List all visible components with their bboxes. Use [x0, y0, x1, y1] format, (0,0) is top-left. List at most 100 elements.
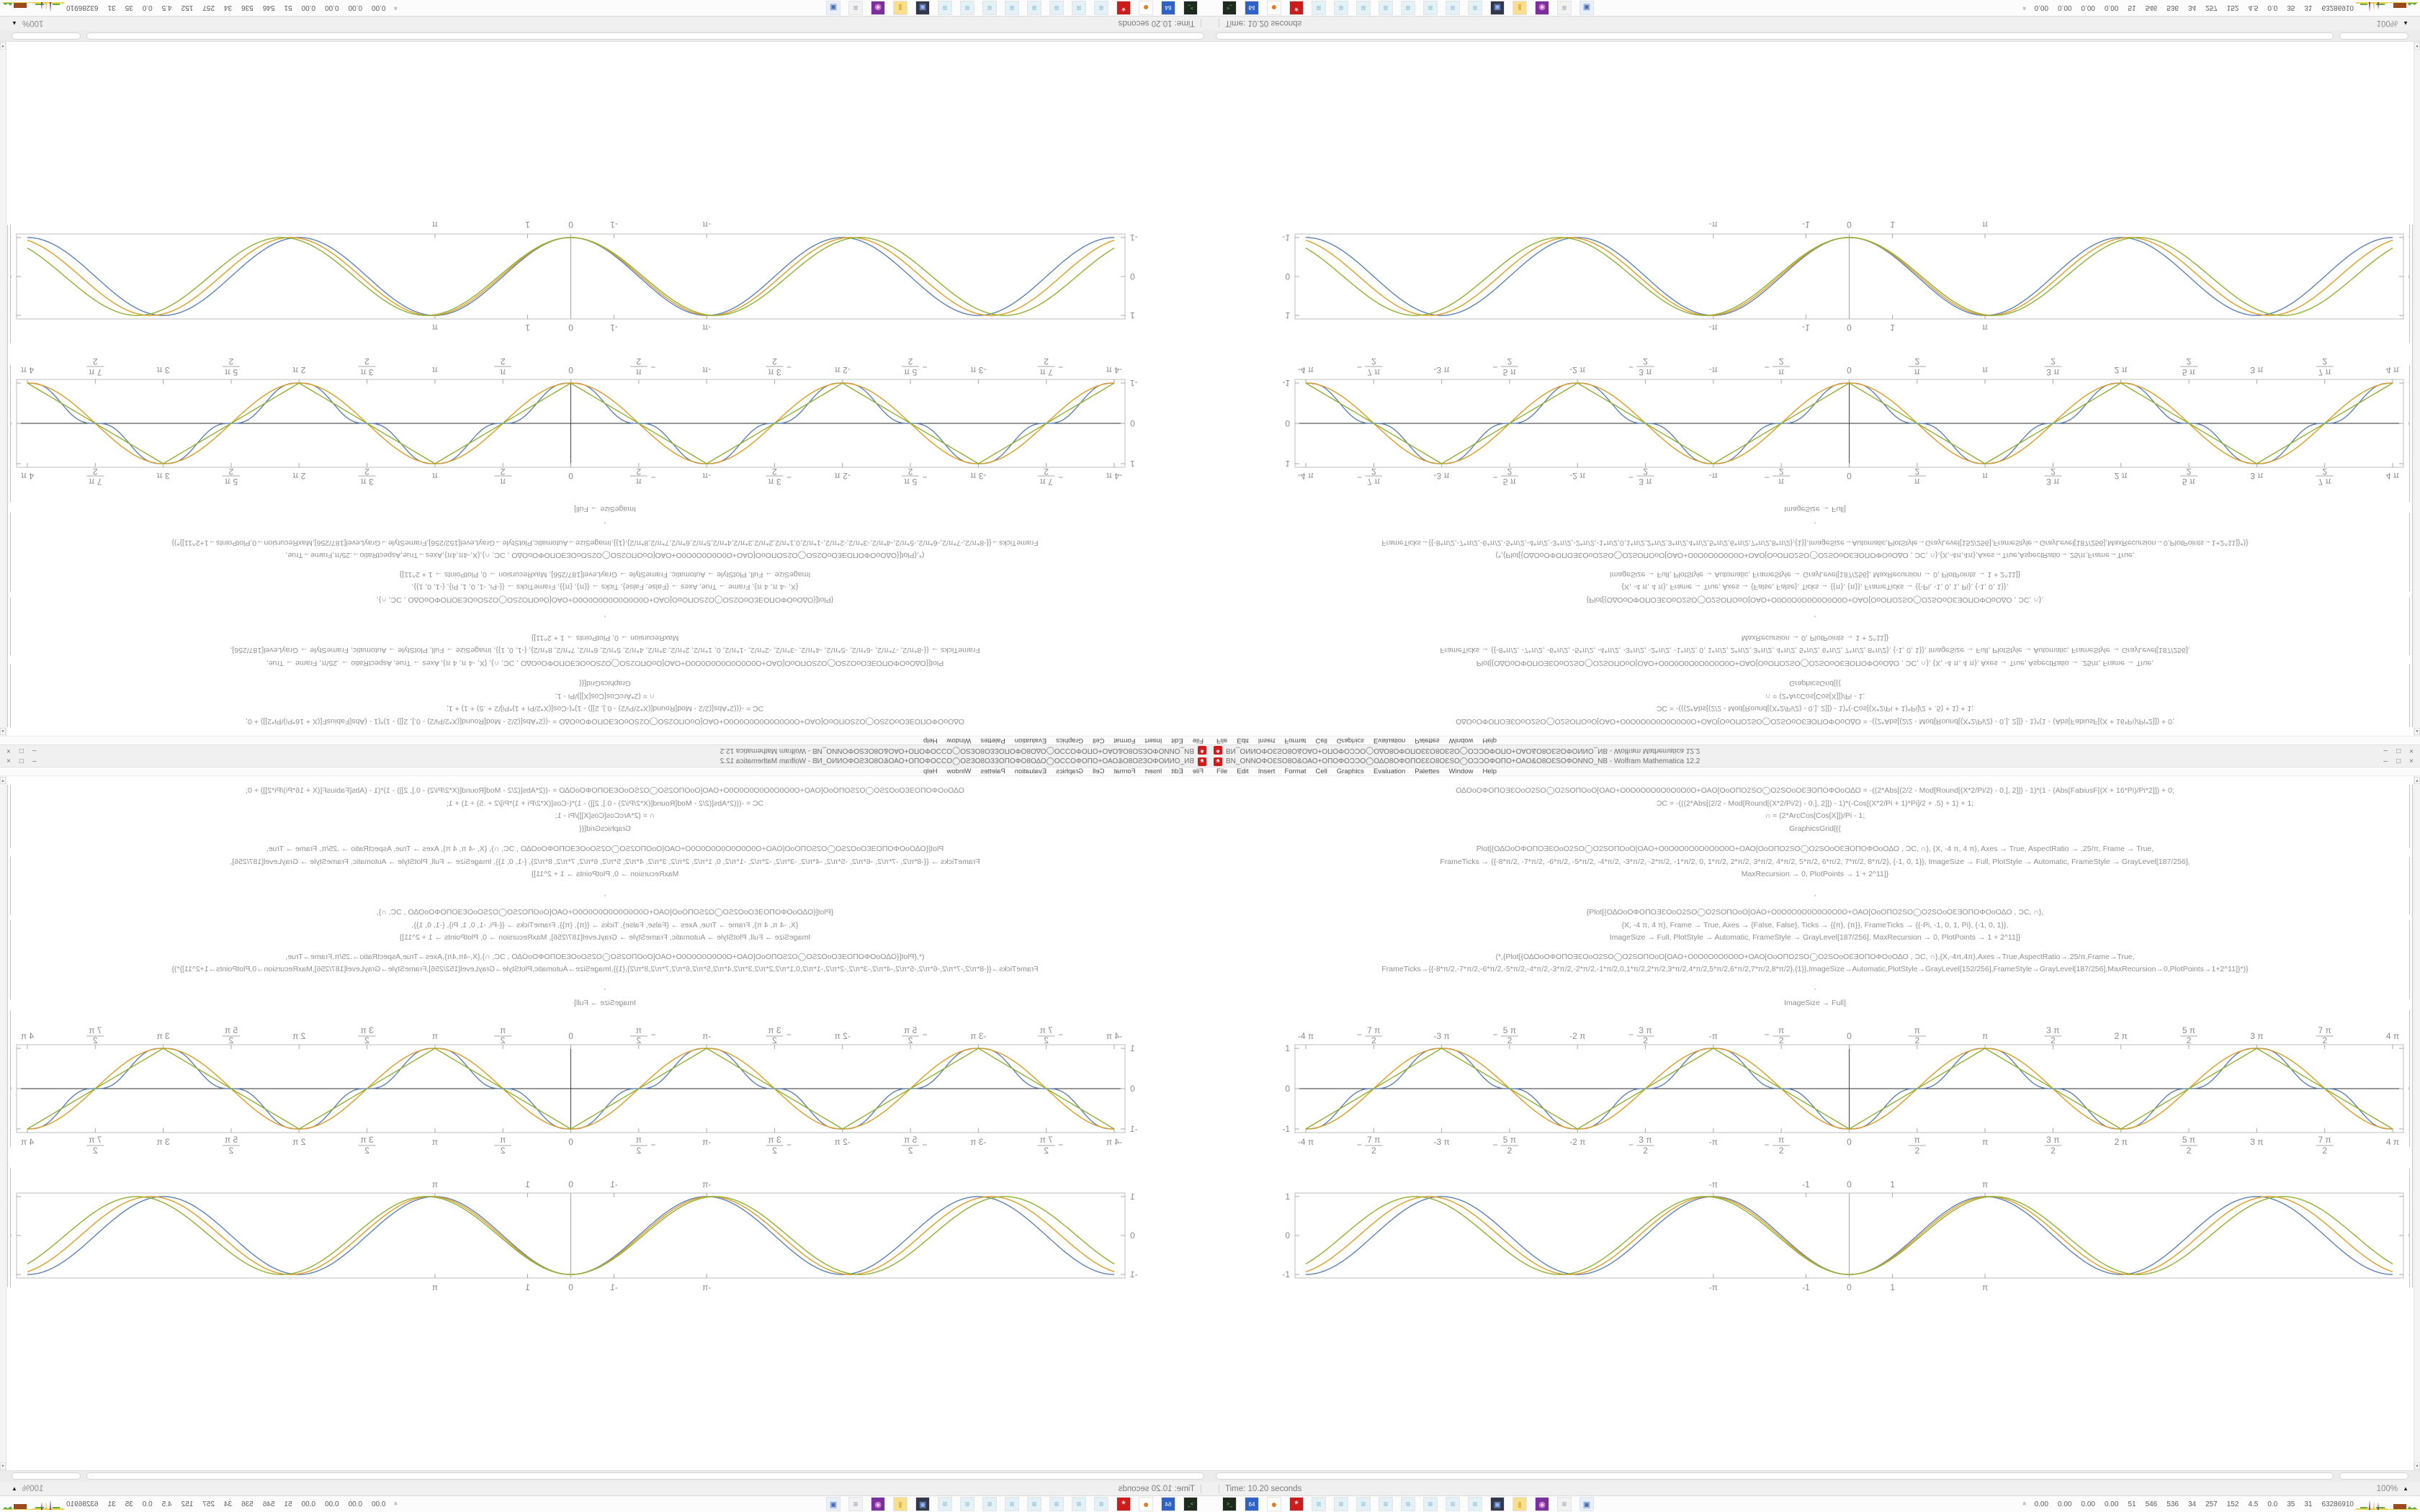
menu-item[interactable]: Format [1113, 768, 1136, 775]
notepad-icon[interactable]: ≡ [1334, 1, 1348, 15]
vertical-scrollbar[interactable]: ▲ ▼ [2414, 42, 2420, 736]
horizontal-scroll-thumb[interactable] [1216, 32, 2334, 40]
cell-bracket[interactable] [10, 365, 11, 502]
horizontal-scrollbar[interactable] [1210, 1470, 2420, 1482]
notepad-icon[interactable]: ≡ [1312, 1, 1326, 15]
backup-64-icon[interactable]: 64 [1245, 1, 1259, 15]
cell-bracket[interactable] [10, 920, 11, 999]
notepad-icon[interactable]: ≡ [1027, 1, 1041, 15]
notepad-icon[interactable]: ≡ [1027, 1497, 1041, 1511]
menu-item[interactable]: File [1192, 768, 1204, 775]
notepad-icon[interactable]: ≡ [1401, 1497, 1415, 1511]
backup-64-icon[interactable]: 64 [1161, 1497, 1175, 1511]
terminal-icon[interactable]: >_ [1222, 1, 1237, 15]
zoom-dropdown-icon[interactable]: ▲ [2403, 20, 2408, 27]
close-button[interactable]: × [2409, 747, 2414, 755]
system-monitor-icon[interactable]: ▣ [915, 1, 930, 15]
cell-bracket[interactable] [10, 857, 11, 914]
cell-bracket[interactable] [10, 664, 11, 727]
firefox-icon[interactable]: ● [1267, 1, 1281, 15]
notepad-icon[interactable]: ≡ [1094, 1, 1108, 15]
mathematica-icon[interactable]: * [1289, 1497, 1304, 1511]
menu-item[interactable]: Evaluation [1373, 737, 1406, 744]
cell-bracket[interactable] [10, 1010, 11, 1147]
notepad-icon[interactable]: ≡ [982, 1497, 997, 1511]
menu-item[interactable]: Help [1482, 768, 1497, 775]
cell-bracket[interactable] [10, 785, 11, 848]
notepad-icon[interactable]: ≡ [1446, 1497, 1460, 1511]
folder-icon[interactable]: ▮ [1512, 1, 1527, 15]
scroll-up-icon[interactable]: ▲ [0, 777, 6, 784]
notepad-icon[interactable]: ≡ [1468, 1, 1482, 15]
notepad-icon[interactable]: ≡ [1049, 1, 1064, 15]
vertical-scrollbar[interactable]: ▲ ▼ [0, 42, 6, 736]
notepad-icon[interactable]: ≡ [1334, 1497, 1348, 1511]
script-icon[interactable]: ≡ [1557, 1497, 1572, 1511]
scroll-down-icon[interactable]: ▼ [2414, 1462, 2420, 1470]
menu-item[interactable]: Window [946, 737, 972, 744]
tray-expand-icon[interactable]: » [393, 6, 400, 10]
horizontal-scroll-segment[interactable] [12, 32, 81, 40]
horizontal-scrollbar[interactable] [1210, 30, 2420, 42]
notepad-icon[interactable]: ≡ [982, 1, 997, 15]
cell-bracket[interactable] [2409, 785, 2410, 848]
zoom-dropdown-icon[interactable]: ▲ [12, 20, 17, 27]
tray-expand-icon[interactable]: » [2020, 1502, 2027, 1506]
notepad-icon[interactable]: ≡ [1312, 1497, 1326, 1511]
cell-group-bracket[interactable] [2412, 785, 2413, 1287]
cell-bracket[interactable] [2409, 920, 2410, 999]
close-button[interactable]: × [6, 747, 11, 755]
cell-group-bracket[interactable] [7, 785, 8, 1287]
zoom-level-label[interactable]: 100% [22, 1484, 44, 1493]
folder-icon[interactable]: ▮ [893, 1, 908, 15]
mathematica-icon[interactable]: * [1289, 1, 1304, 15]
terminal-icon[interactable]: >_ [1183, 1497, 1198, 1511]
menu-item[interactable]: Format [1113, 737, 1136, 744]
horizontal-scroll-thumb[interactable] [1216, 1472, 2334, 1480]
notepad-icon[interactable]: ≡ [1446, 1, 1460, 15]
menu-item[interactable]: Cell [1315, 768, 1327, 775]
mathematica-icon[interactable]: * [1116, 1497, 1131, 1511]
scroll-down-icon[interactable]: ▼ [0, 42, 6, 50]
cell-bracket[interactable] [10, 225, 11, 343]
system-monitor-icon[interactable]: ▣ [1490, 1, 1505, 15]
menu-item[interactable]: File [1216, 768, 1228, 775]
zoom-dropdown-icon[interactable]: ▲ [2403, 1485, 2408, 1492]
terminal-icon[interactable]: >_ [1183, 1, 1198, 15]
cell-bracket[interactable] [2409, 1010, 2410, 1147]
script-icon[interactable]: ≡ [848, 1497, 863, 1511]
restore-button[interactable]: □ [2396, 757, 2401, 765]
cell-group-bracket[interactable] [7, 225, 8, 727]
menu-item[interactable]: Help [923, 768, 938, 775]
menu-item[interactable]: Insert [1258, 737, 1276, 744]
minimize-button[interactable]: – [2383, 757, 2388, 765]
notepad-icon[interactable]: ≡ [1072, 1, 1086, 15]
notepad-icon[interactable]: ≡ [1005, 1, 1019, 15]
cell-group-bracket[interactable] [2412, 225, 2413, 727]
scroll-up-icon[interactable]: ▲ [0, 728, 6, 735]
cell-bracket[interactable] [2409, 225, 2410, 343]
menu-item[interactable]: Palettes [980, 737, 1005, 744]
menu-item[interactable]: Help [1482, 737, 1497, 744]
minimize-button[interactable]: – [32, 747, 37, 755]
notepad-icon[interactable]: ≡ [1423, 1497, 1438, 1511]
cell-bracket[interactable] [10, 598, 11, 655]
restore-button[interactable]: □ [19, 757, 24, 765]
scroll-down-icon[interactable]: ▼ [2414, 42, 2420, 50]
notepad-icon[interactable]: ≡ [1401, 1, 1415, 15]
image-viewer-icon[interactable]: ▣ [826, 1, 841, 15]
zoom-dropdown-icon[interactable]: ▲ [12, 1485, 17, 1492]
notepad-icon[interactable]: ≡ [1356, 1497, 1371, 1511]
media-player-icon[interactable]: ◉ [1535, 1, 1549, 15]
menu-item[interactable]: Format [1284, 768, 1307, 775]
notebook-area[interactable]: Ο∆ΟοΟΦΟΠΟƎƐΟοΟ2SΟ◯Ο2SΟΠΟοΟ[ΟΑΟ+Ο0Ο0Ο0Ο0Ο… [1210, 42, 2420, 736]
magnification-control[interactable]: 100% ▲ [2377, 1485, 2408, 1493]
horizontal-scroll-thumb[interactable] [86, 32, 1204, 40]
notepad-icon[interactable]: ≡ [938, 1, 952, 15]
menu-item[interactable]: Graphics [1056, 737, 1084, 744]
horizontal-scrollbar[interactable] [0, 30, 1210, 42]
terminal-icon[interactable]: >_ [1222, 1497, 1237, 1511]
menu-item[interactable]: Insert [1258, 768, 1276, 775]
backup-64-icon[interactable]: 64 [1245, 1497, 1259, 1511]
backup-64-icon[interactable]: 64 [1161, 1, 1175, 15]
